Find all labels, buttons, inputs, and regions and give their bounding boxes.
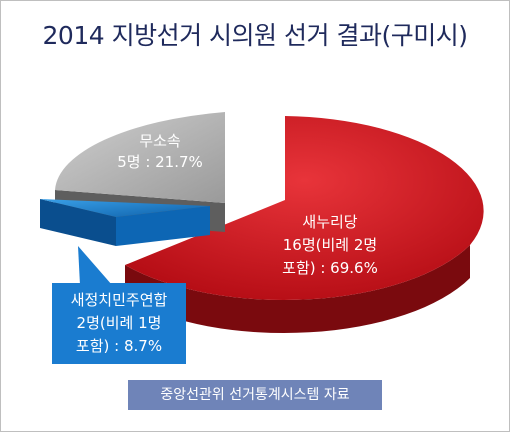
pie-slice-independent-top bbox=[55, 112, 225, 203]
npad-callout-box bbox=[52, 283, 186, 364]
pie-slice-npad-top bbox=[40, 199, 210, 217]
pie-slice-npad bbox=[40, 199, 210, 246]
label-npad-line-3: 포함) : 8.7% bbox=[76, 337, 162, 355]
label-saenuri-line-3: 포함) : 69.6% bbox=[282, 259, 378, 277]
chart-title: 2014 지방선거 시의원 선거 결과(구미시) bbox=[42, 21, 468, 50]
pie-slice-saenuri bbox=[125, 116, 484, 334]
pie-slice-npad-side bbox=[40, 199, 116, 246]
pie-slice-saenuri-side bbox=[125, 245, 470, 334]
label-independent: 무소속 5명 : 21.7% bbox=[117, 132, 203, 171]
label-independent-line-2: 5명 : 21.7% bbox=[117, 153, 203, 171]
pie-slice-saenuri-top bbox=[125, 116, 484, 301]
label-npad-line-1: 새정치민주연합 bbox=[71, 291, 168, 309]
pie-slice-npad-front bbox=[116, 206, 210, 246]
label-independent-line-1: 무소속 bbox=[139, 132, 181, 150]
label-saenuri-line-1: 새누리당 bbox=[302, 213, 357, 231]
label-npad-line-2: 2명(비례 1명 bbox=[77, 314, 162, 332]
label-npad: 새정치민주연합 2명(비례 1명 포함) : 8.7% bbox=[71, 291, 168, 355]
npad-callout bbox=[52, 246, 186, 364]
source-note: 중앙선관위 선거통계시스템 자료 bbox=[128, 380, 382, 410]
label-saenuri-line-2: 16명(비례 2명 bbox=[283, 236, 377, 254]
label-saenuri: 새누리당 16명(비례 2명 포함) : 69.6% bbox=[282, 213, 378, 277]
npad-callout-pointer bbox=[78, 246, 112, 285]
